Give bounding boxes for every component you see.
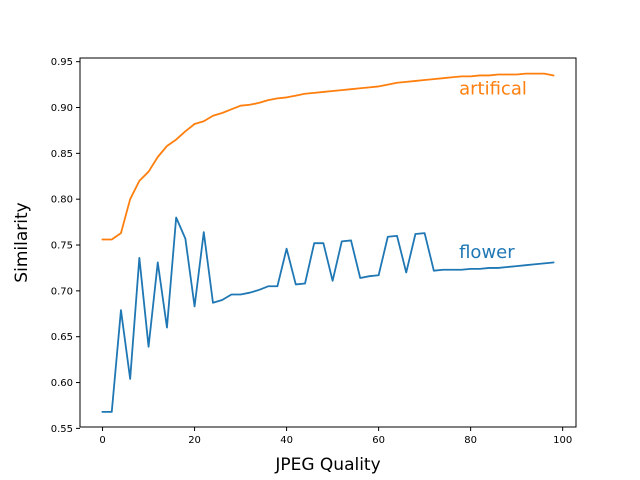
x-tick-label: 40 <box>280 435 293 446</box>
y-tick-label: 0.80 <box>51 195 73 206</box>
y-tick-label: 0.60 <box>51 378 73 389</box>
plot-area <box>80 58 576 427</box>
series-layer: artifical flower <box>101 72 555 413</box>
y-tick-label: 0.55 <box>51 424 73 435</box>
y-tick-label: 0.75 <box>51 241 73 252</box>
x-tick-label: 100 <box>553 435 572 446</box>
x-tick-label: 60 <box>372 435 385 446</box>
y-axis-label: Similarity <box>12 202 32 282</box>
y-axis-ticks: 0.55 0.60 0.65 0.70 0.75 0.80 0.85 0.90 0.95 <box>51 57 80 435</box>
y-tick-label: 0.90 <box>51 103 73 114</box>
series-line-flower <box>101 216 555 413</box>
series-line-artifical <box>101 72 555 241</box>
plot-frame <box>79 57 577 428</box>
series-label-flower: flower <box>459 242 515 263</box>
y-tick-label: 0.70 <box>51 286 73 297</box>
x-tick-label: 0 <box>99 435 105 446</box>
x-axis-ticks: 0 20 40 60 80 100 <box>99 427 572 446</box>
x-tick-label: 80 <box>464 435 477 446</box>
series-label-artifical: artifical <box>459 79 527 100</box>
y-tick-label: 0.85 <box>51 149 73 160</box>
x-tick-label: 20 <box>188 435 201 446</box>
y-tick-label: 0.95 <box>51 57 73 68</box>
y-tick-label: 0.65 <box>51 332 73 343</box>
x-axis-label: JPEG Quality <box>274 455 380 475</box>
